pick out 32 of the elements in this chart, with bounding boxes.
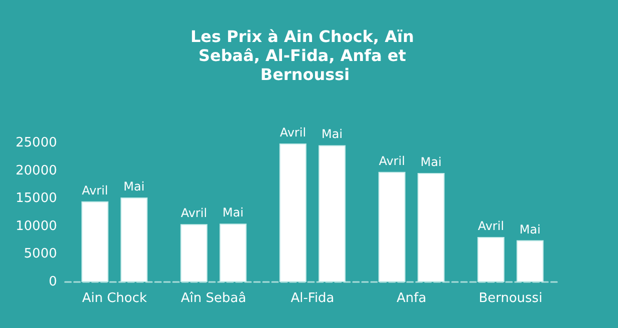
text: Mai [322, 127, 343, 142]
x-tick-label: Ain Chock [82, 291, 148, 306]
chart-title: Les Prix à Ain Chock, Aïn Sebaâ, Al-Fida, Anfa et Bernoussi [190, 27, 420, 84]
bar [418, 173, 445, 282]
text: Avril [280, 126, 306, 140]
bar [220, 224, 247, 282]
text: Avril [180, 206, 208, 220]
bar [477, 236, 504, 282]
text: Avril [478, 218, 504, 233]
text: Avril [378, 154, 406, 168]
y-tick-label: 15000 [16, 191, 57, 206]
bar [516, 240, 544, 282]
series-label: Avril [82, 183, 108, 198]
text: Mai [222, 206, 244, 220]
y-tick-label: 0 [48, 274, 57, 290]
y-tick-label: 20000 [16, 163, 57, 178]
bar [279, 144, 306, 282]
bar [81, 201, 108, 282]
x-tick-label: Anfa [396, 291, 426, 306]
y-tick-label: 5000 [24, 246, 57, 262]
bar [120, 197, 148, 282]
text: Mai [420, 155, 442, 170]
y-tick-label: 10000 [16, 218, 57, 234]
x-tick-label: Aîn Sebaâ [180, 291, 246, 306]
bar [318, 145, 346, 282]
y-tick-label: 25000 [16, 136, 57, 150]
x-tick-label: Bernoussi [478, 291, 542, 306]
bar [180, 224, 208, 282]
series-label: Mai [124, 179, 145, 194]
bar [378, 172, 406, 282]
text: Mai [520, 222, 541, 236]
x-tick-label: Al-Fida [290, 291, 334, 306]
